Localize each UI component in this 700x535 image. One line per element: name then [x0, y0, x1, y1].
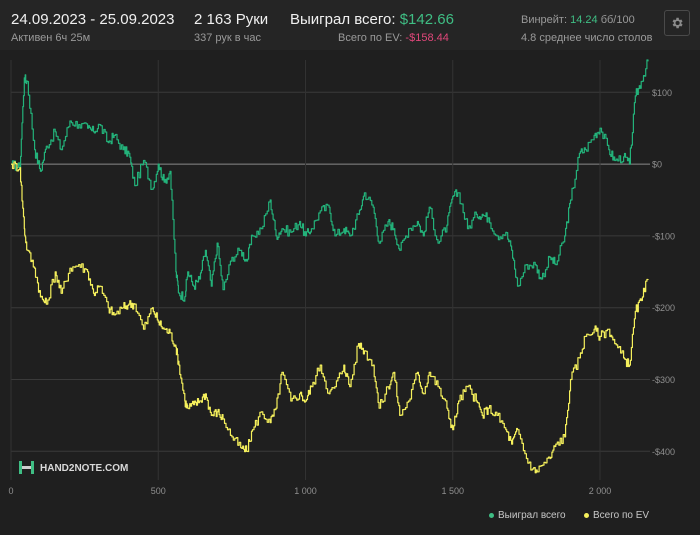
- chart-grid: [10, 60, 650, 480]
- won-value: $142.66: [399, 11, 454, 28]
- ev-value: -$158.44: [405, 32, 449, 44]
- x-tick-label: 1 000: [294, 486, 317, 496]
- settings-button[interactable]: [664, 10, 690, 36]
- x-tick-label: 2 000: [589, 486, 612, 496]
- winrate: Винрейт: 14.24 бб/100: [521, 14, 635, 26]
- chart-ticks: $100 $0 -$100 -$200 -$300 -$400 0 500 1 000 1 500…: [8, 88, 675, 496]
- avg-tables: 4.8 среднее число столов: [521, 32, 653, 44]
- gear-icon: [672, 17, 683, 29]
- y-tick-label: $100: [652, 88, 672, 98]
- watermark-text: HAND2NOTE.COM: [40, 463, 128, 474]
- profit-chart: $100 $0 -$100 -$200 -$300 -$400 0 500 1 000 1 500…: [8, 59, 675, 496]
- legend-item-won[interactable]: Выиграл всего: [489, 510, 566, 521]
- legend-label-won: Выиграл всего: [498, 510, 566, 521]
- legend-item-ev[interactable]: Всего по EV: [584, 510, 649, 521]
- series-line-won: [11, 59, 649, 302]
- legend-dot-won: [489, 512, 494, 518]
- hands-count: 2 163 Руки: [194, 11, 269, 28]
- y-tick-label: $0: [652, 160, 662, 170]
- won-total: Выиграл всего: $142.66: [290, 11, 454, 28]
- ev-total: Всего по EV: -$158.44: [338, 32, 449, 44]
- hand2note-logo-icon: [19, 461, 34, 474]
- chart-lines: [11, 59, 649, 474]
- y-tick-label: -$400: [652, 447, 675, 457]
- hands-per-hour: 337 рук в час: [194, 32, 262, 44]
- y-tick-label: -$200: [652, 303, 675, 313]
- winrate-value: 14.24: [570, 14, 598, 26]
- won-label: Выиграл всего:: [290, 11, 396, 28]
- winrate-unit: бб/100: [600, 14, 635, 26]
- legend-label-ev: Всего по EV: [593, 510, 650, 521]
- summary-header: 24.09.2023 - 25.09.2023 Активен 6ч 25м 2…: [0, 0, 700, 50]
- ev-label: Всего по EV:: [338, 32, 403, 44]
- hand2note-watermark: HAND2NOTE.COM: [19, 461, 128, 474]
- winrate-label: Винрейт:: [521, 14, 568, 26]
- series-line-ev: [11, 161, 649, 474]
- x-tick-label: 500: [151, 486, 166, 496]
- legend-dot-ev: [584, 512, 589, 518]
- x-tick-label: 1 500: [441, 486, 464, 496]
- x-tick-label: 0: [8, 486, 13, 496]
- date-range: 24.09.2023 - 25.09.2023: [11, 11, 175, 28]
- y-tick-label: -$100: [652, 231, 675, 241]
- y-tick-label: -$300: [652, 375, 675, 385]
- active-time: Активен 6ч 25м: [11, 32, 91, 44]
